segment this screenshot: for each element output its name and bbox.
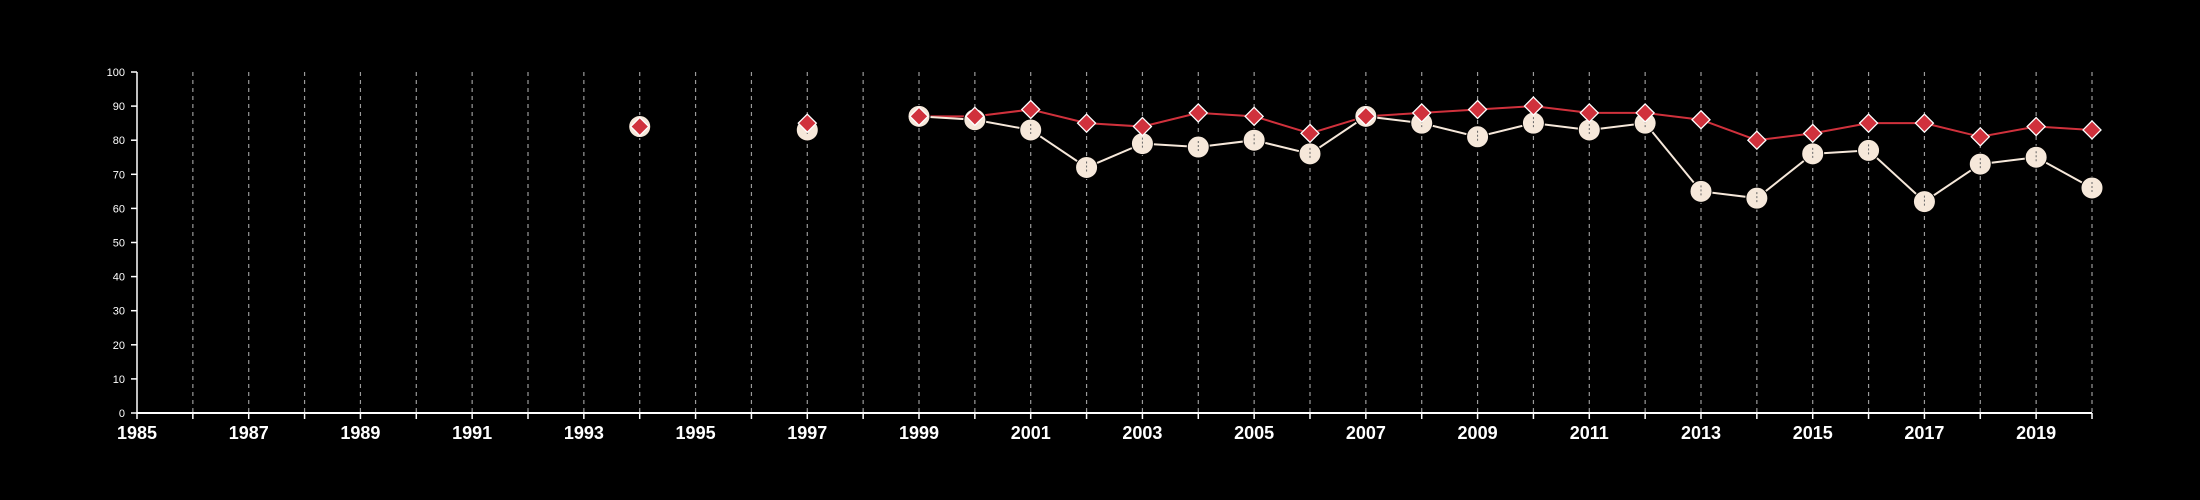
x-tick-label: 1991 [452, 423, 492, 443]
data-point-diamond [629, 116, 650, 137]
data-point-diamond [1523, 96, 1544, 117]
data-point-diamond [1579, 103, 1600, 123]
y-tick-label: 10 [113, 374, 125, 386]
data-point-diamond [964, 106, 985, 127]
x-tick-label: 1985 [117, 423, 157, 443]
data-point-diamond [2026, 116, 2047, 137]
data-point-diamond [1746, 130, 1767, 151]
data-point-diamond [1411, 103, 1432, 123]
x-tick-label: 1989 [340, 423, 380, 443]
x-tick-label: 2013 [1681, 423, 1721, 443]
series-line [919, 105, 2093, 142]
x-tick-label: 1995 [676, 423, 716, 443]
data-point-diamond [1020, 99, 1041, 120]
data-point-diamond [1970, 126, 1991, 147]
y-tick-label: 90 [113, 101, 125, 113]
x-tick-label: 2007 [1346, 423, 1386, 443]
series-layer [628, 96, 2104, 214]
data-point-diamond [1244, 106, 1265, 127]
y-tick-label: 40 [113, 272, 125, 284]
data-point-diamond [2082, 120, 2102, 140]
data-point-diamond [1691, 109, 1711, 130]
x-tick-label: 2005 [1234, 423, 1274, 443]
y-tick-label: 70 [113, 169, 125, 181]
data-point-diamond [1914, 113, 1935, 134]
series-line [918, 115, 2093, 203]
y-tick-label: 0 [119, 408, 125, 420]
x-axis: 1985 1987 1989 1991 1993 1995 1997 1999 2001 2003… [117, 412, 2093, 443]
x-tick-label: 2017 [1904, 423, 1944, 443]
y-tick-label: 100 [107, 67, 125, 79]
data-point-diamond [1300, 123, 1320, 144]
y-tick-label: 80 [113, 135, 125, 147]
x-tick-label: 1997 [787, 423, 827, 443]
x-tick-label: 2003 [1122, 423, 1162, 443]
y-axis: 0 10 20 30 40 50 60 70 80 90 100 [107, 67, 138, 420]
x-tick-label: 1999 [899, 423, 939, 443]
y-tick-label: 30 [113, 306, 125, 318]
data-point-diamond [909, 106, 929, 127]
data-point-diamond [1802, 123, 1823, 144]
data-point-diamond [1858, 113, 1879, 134]
y-tick-label: 60 [113, 203, 125, 215]
data-point-diamond [1635, 103, 1656, 123]
x-tick-label: 1987 [229, 423, 269, 443]
data-point-diamond [1467, 99, 1488, 120]
y-tick-label: 50 [113, 238, 125, 250]
data-point-diamond [1076, 113, 1097, 134]
x-tick-label: 2001 [1011, 423, 1051, 443]
x-tick-label: 2009 [1458, 423, 1498, 443]
x-tick-label: 2011 [1570, 423, 1609, 443]
data-point-diamond [1355, 106, 1376, 127]
x-tick-label: 2019 [2016, 423, 2056, 443]
data-point-diamond [797, 113, 818, 134]
x-tick-label: 1993 [564, 423, 604, 443]
x-tick-label: 2015 [1793, 423, 1833, 443]
data-point-diamond [1132, 116, 1153, 137]
y-tick-label: 20 [113, 340, 125, 352]
data-point-diamond [1188, 103, 1209, 123]
